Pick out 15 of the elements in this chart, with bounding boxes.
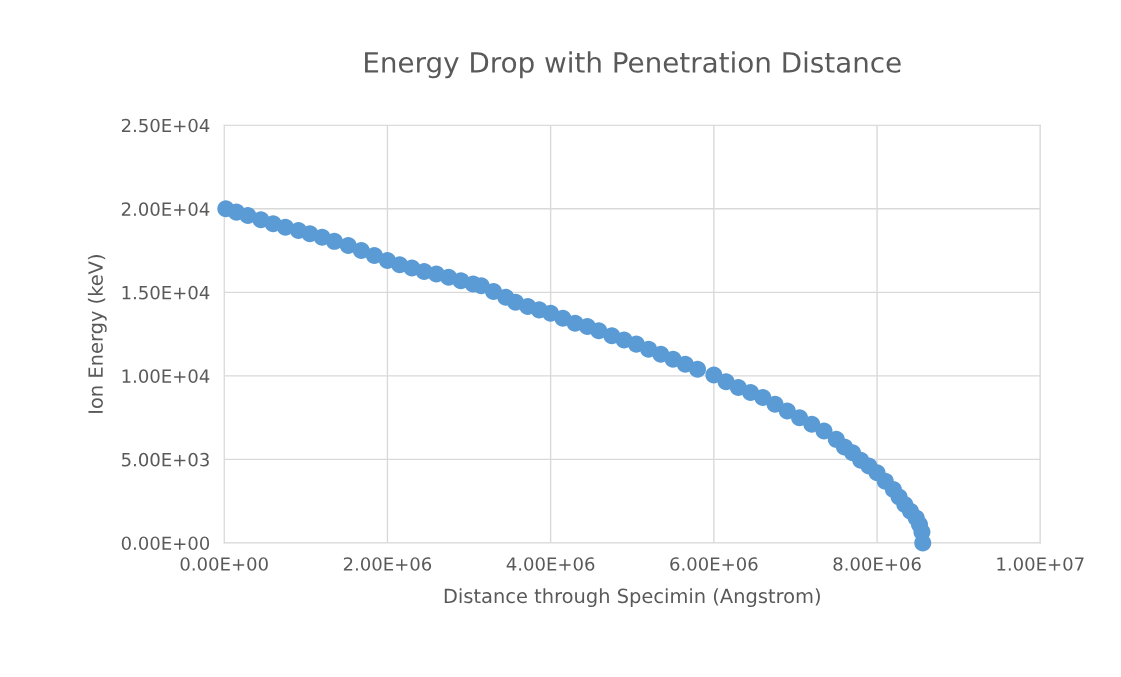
x-tick-label: 8.00E+06	[833, 557, 921, 571]
y-tick-label: 0.00E+00	[121, 536, 210, 551]
y-tick-label: 2.50E+04	[121, 118, 210, 133]
x-tick-label: 1.00E+07	[997, 557, 1084, 571]
y-tick-label: 2.00E+04	[121, 202, 210, 216]
x-tick-label: 2.00E+06	[343, 557, 432, 571]
y-tick-label: 1.00E+04	[122, 369, 210, 383]
y-axis-title: Ion Energy (keV)	[87, 255, 107, 413]
chart-title: Energy Drop with Penetration Distance	[365, 51, 901, 79]
x-tick-label: 0.00E+00	[180, 557, 268, 571]
x-tick-label: 4.00E+06	[506, 557, 595, 571]
y-tick-label: 5.00E+03	[121, 452, 209, 467]
x-axis-title: Distance through Specimin (Angstrom)	[444, 588, 820, 608]
x-tick-label: 6.00E+06	[670, 557, 758, 571]
y-tick-label: 1.50E+04	[122, 285, 210, 300]
